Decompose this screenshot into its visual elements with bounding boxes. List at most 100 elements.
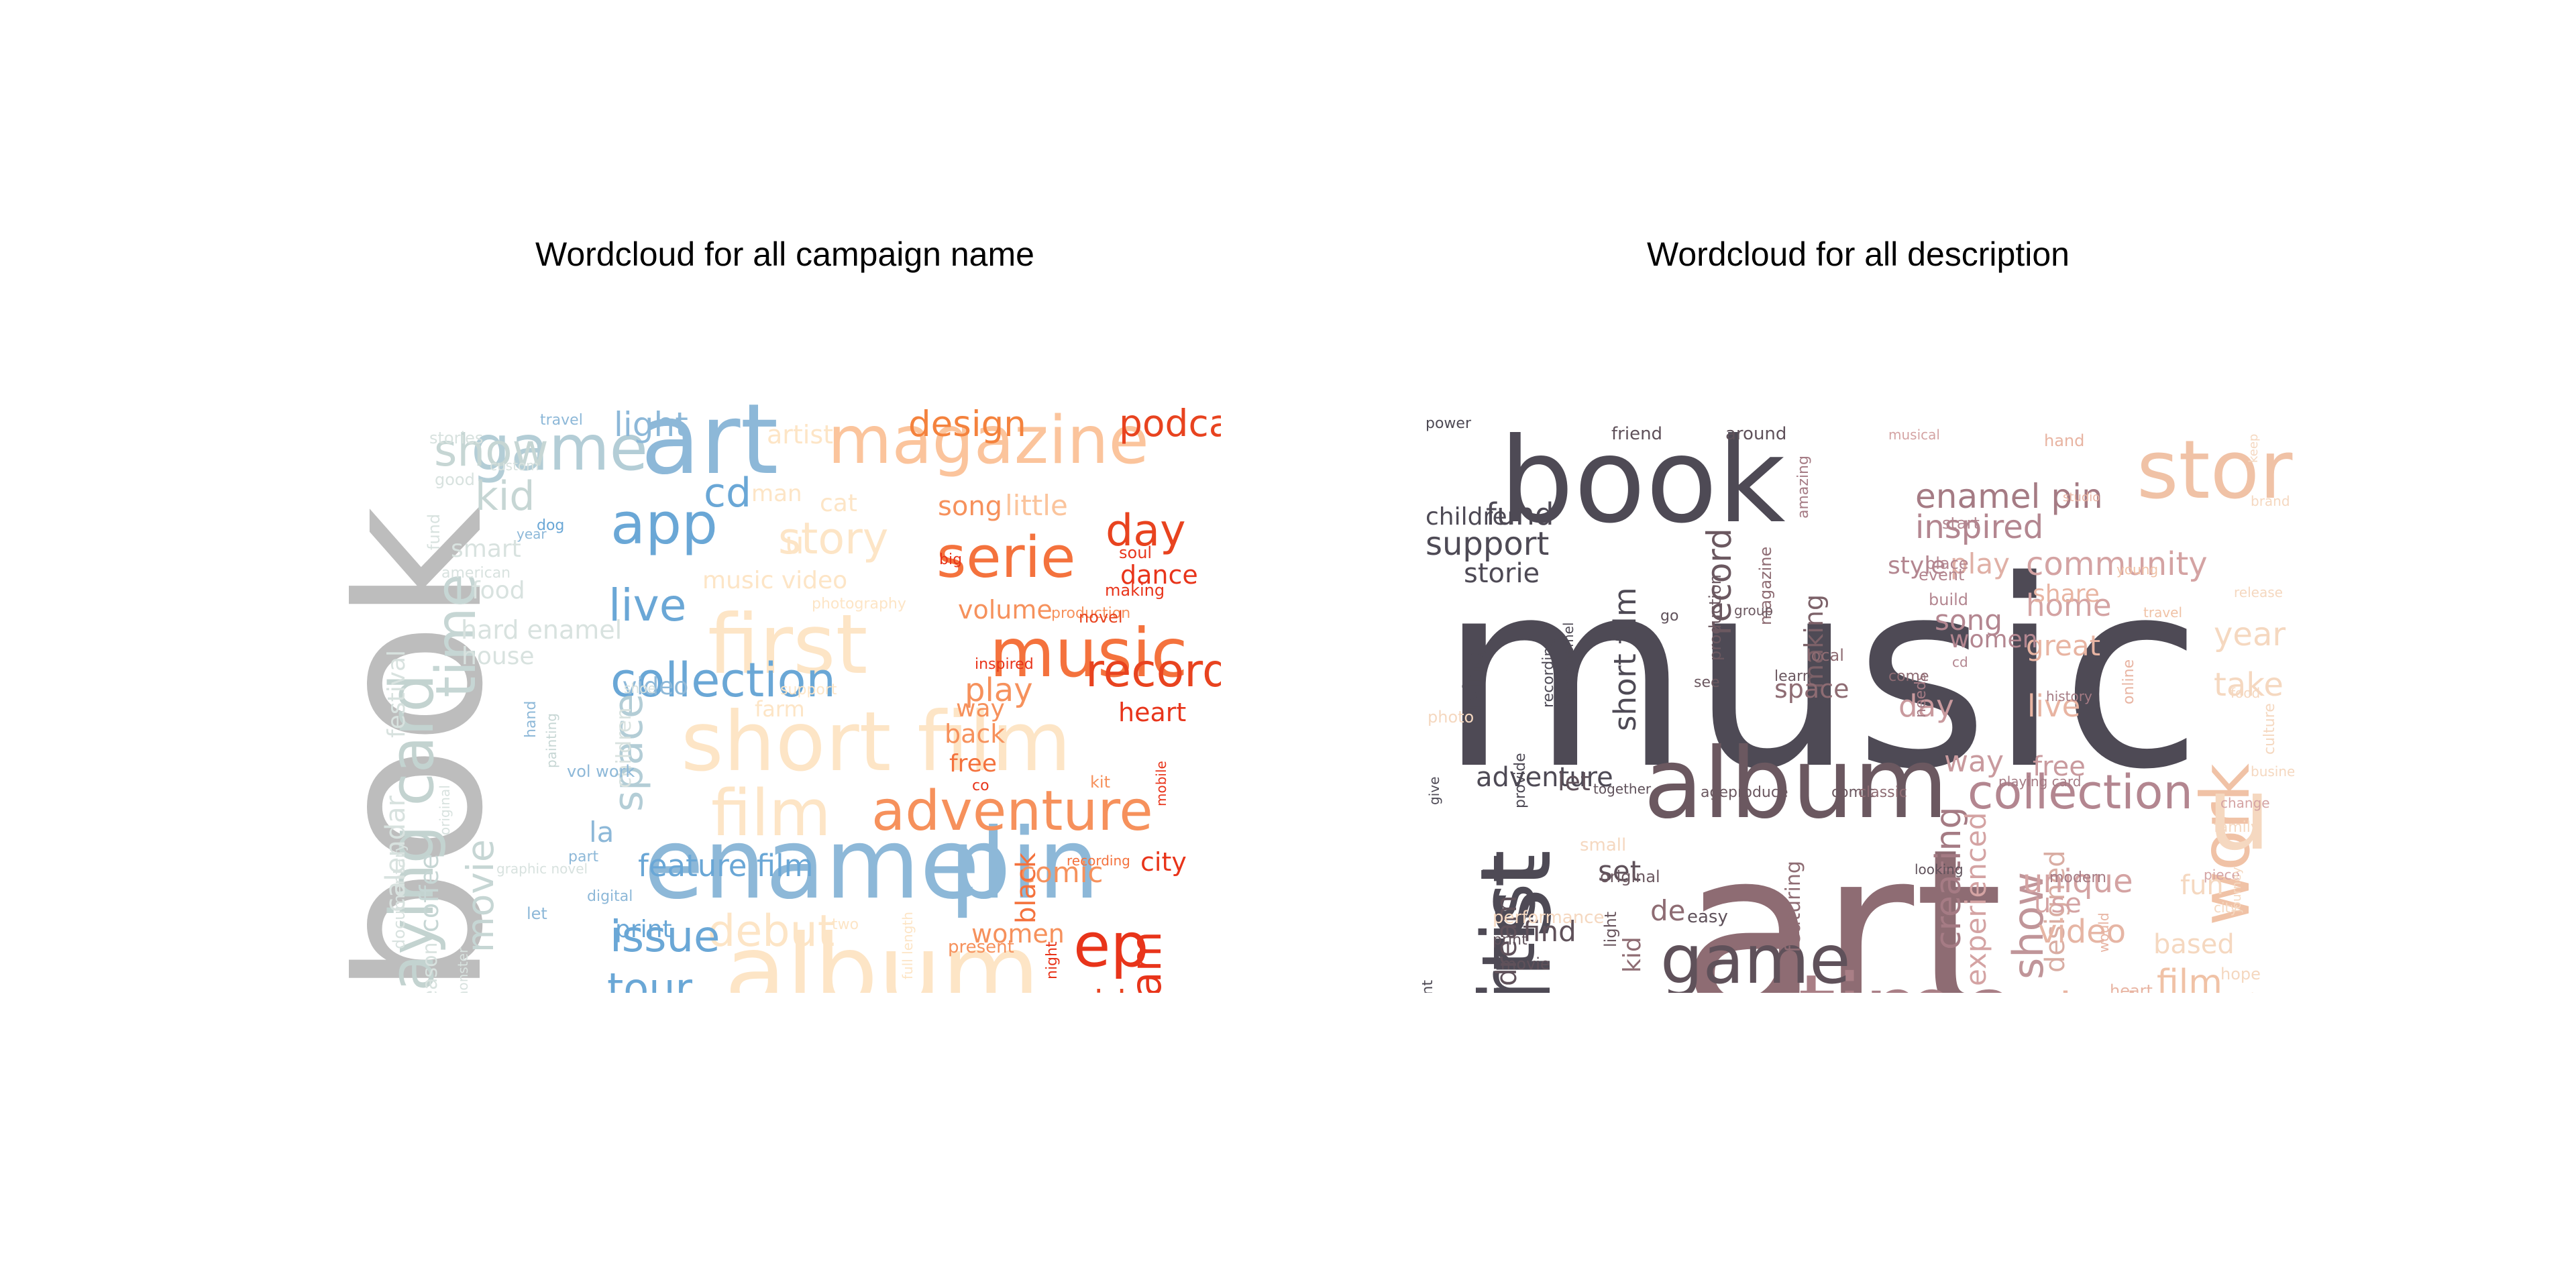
- word: dog: [537, 517, 564, 534]
- word: kid: [475, 473, 535, 520]
- word: food: [2231, 685, 2260, 701]
- word: short film: [681, 694, 1071, 790]
- word: serie: [936, 525, 1075, 591]
- word: community: [2026, 545, 2208, 583]
- word: brand: [2251, 493, 2290, 509]
- word: live: [608, 580, 686, 631]
- word: song: [938, 491, 1002, 522]
- word: change: [2220, 795, 2270, 811]
- word: volume: [958, 595, 1053, 625]
- word: year: [2214, 616, 2286, 653]
- word: artist: [767, 420, 833, 449]
- word: find: [1523, 915, 1576, 948]
- word: tour: [607, 964, 693, 993]
- word: take: [2214, 666, 2284, 704]
- word: unique: [2023, 863, 2133, 900]
- word: artist: [1466, 854, 1552, 993]
- word: art: [641, 383, 778, 496]
- word: collection: [610, 653, 836, 708]
- word: light: [1601, 912, 1620, 947]
- word: great: [2026, 629, 2100, 662]
- word: recording: [1067, 853, 1130, 869]
- word: black: [1011, 852, 1042, 924]
- word: game: [1660, 920, 1851, 993]
- word: u: [2207, 756, 2271, 873]
- word: music: [989, 614, 1188, 692]
- word: monster: [455, 947, 471, 993]
- word: print: [1493, 932, 1527, 949]
- word: de: [1650, 894, 1686, 927]
- word: full length: [900, 912, 916, 979]
- word: explore: [1583, 991, 1648, 993]
- word: featuring: [1782, 861, 1805, 953]
- word: young: [2116, 561, 2158, 578]
- word: playing card: [377, 674, 447, 993]
- word: day: [1898, 688, 1954, 724]
- word: become: [2251, 990, 2294, 993]
- word: together: [1593, 781, 1652, 797]
- word: go: [1660, 608, 1678, 625]
- word: cat: [820, 490, 857, 517]
- word: record: [1085, 645, 1221, 698]
- word: hard enamel: [461, 615, 622, 645]
- word: women: [971, 919, 1065, 949]
- word: first: [708, 597, 867, 692]
- word: making: [1799, 594, 1829, 689]
- word: way: [1944, 745, 2004, 779]
- word: amazing: [1795, 455, 1812, 519]
- word: light: [614, 405, 688, 444]
- word: ageproduce: [1701, 784, 1788, 801]
- word: history: [2046, 688, 2092, 704]
- word: part: [568, 849, 598, 865]
- word: space: [605, 694, 652, 812]
- word: adventure: [871, 780, 1153, 843]
- word: music: [1439, 525, 2202, 826]
- word: calendar: [380, 796, 411, 912]
- word: year: [517, 526, 547, 542]
- word: dream: [1122, 931, 1171, 993]
- word: video: [2038, 913, 2126, 951]
- word: would: [2096, 912, 2112, 953]
- word: heart: [1118, 698, 1186, 727]
- word: cd: [704, 470, 751, 517]
- word: feature film: [638, 848, 813, 883]
- word: fun: [2180, 870, 2224, 901]
- word: come: [1888, 668, 1929, 685]
- word: show: [434, 425, 549, 476]
- word: present: [948, 937, 1014, 957]
- word: mobile: [1153, 761, 1169, 806]
- word: power: [1426, 415, 1472, 432]
- word: children: [1426, 503, 1522, 531]
- word: making: [1105, 581, 1165, 600]
- word: place: [1925, 554, 1969, 573]
- word: free: [2033, 751, 2086, 782]
- word: dance: [1120, 560, 1198, 590]
- word: around: [1725, 424, 1786, 444]
- word: co: [972, 777, 989, 794]
- word: fund: [1486, 496, 1554, 532]
- word: classic: [1858, 784, 1907, 801]
- word: album: [724, 914, 1040, 993]
- word: house: [462, 643, 535, 670]
- word: hard enamel: [1560, 623, 1576, 707]
- word: journey: [2230, 867, 2244, 913]
- word: story: [2137, 424, 2294, 517]
- word: business: [2251, 763, 2294, 780]
- word: kit: [1090, 773, 1110, 792]
- word: debut: [708, 906, 835, 957]
- word: design: [2042, 983, 2198, 993]
- word: kid: [1619, 936, 1646, 973]
- word: album: [1644, 727, 1948, 841]
- word: time: [1798, 954, 2018, 993]
- word: fund: [425, 514, 443, 550]
- word: family: [2214, 819, 2259, 836]
- word: enamel pin: [1915, 477, 2103, 516]
- word: magazine: [1756, 547, 1775, 625]
- word: shoe: [624, 680, 656, 696]
- word: little: [1005, 489, 1068, 522]
- word: looking: [1915, 861, 1964, 877]
- word: design: [908, 404, 1026, 445]
- word: art: [1680, 800, 2003, 993]
- word: live: [2027, 688, 2080, 724]
